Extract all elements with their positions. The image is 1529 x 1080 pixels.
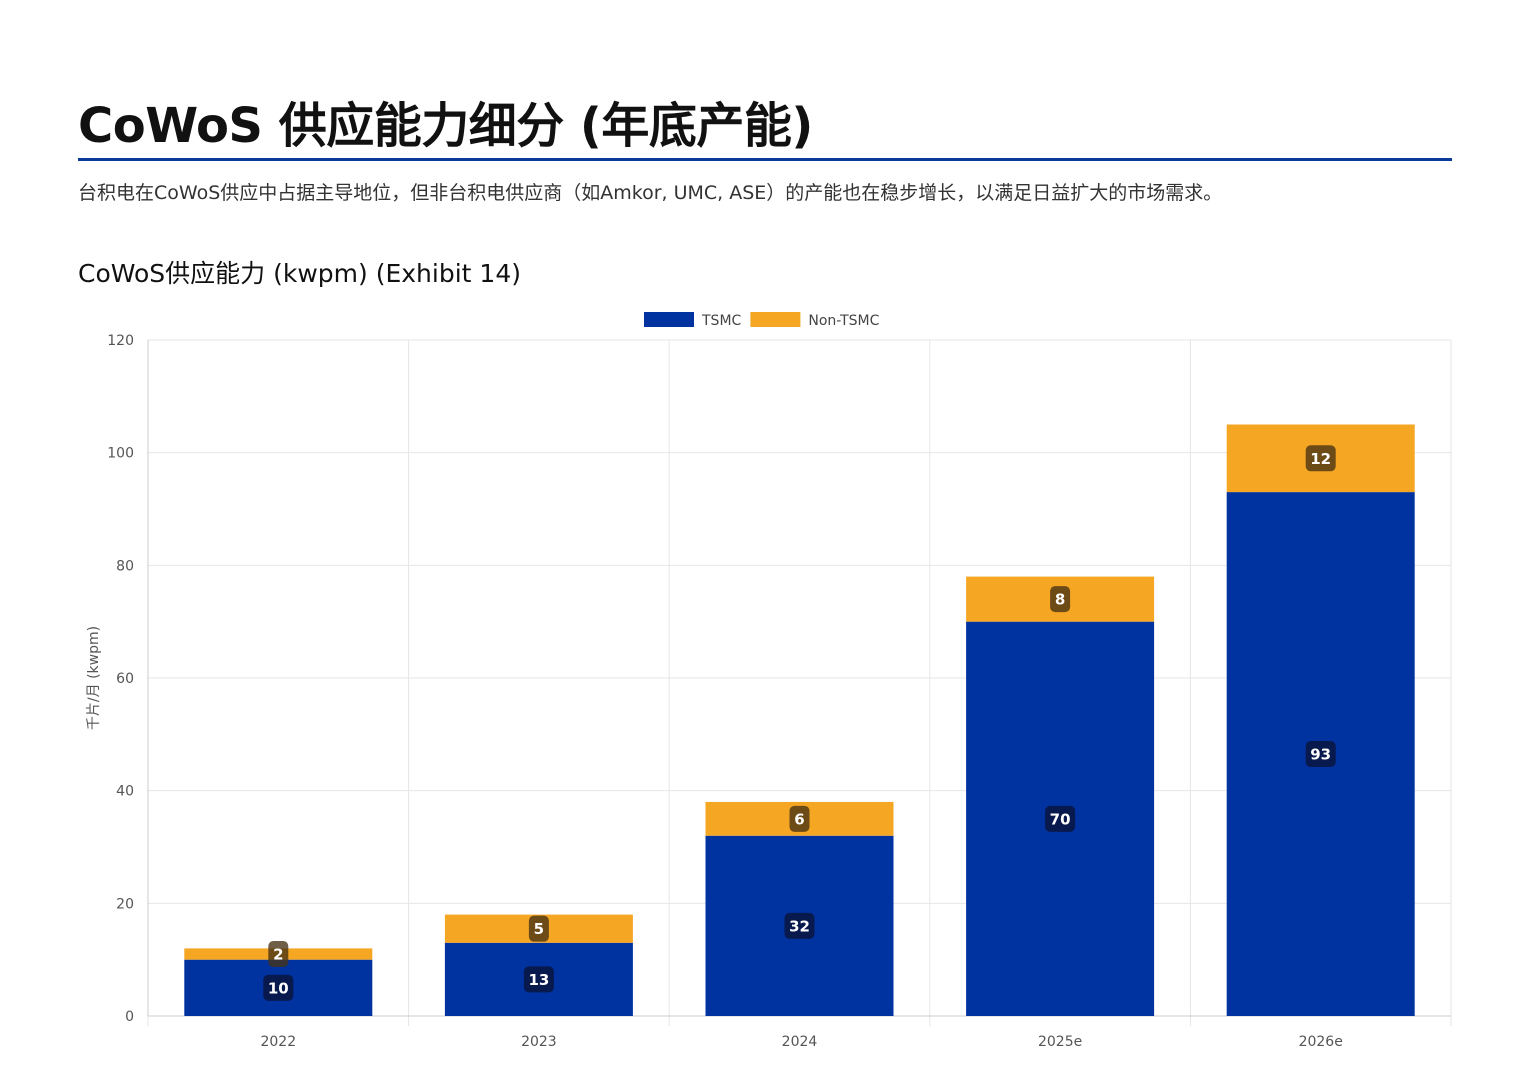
- stacked-bar-chart: 0 20 40 60 80 100 120 千片/月 (kwpm) 10 2 2022 13 5 2023…: [86, 312, 1452, 1050]
- data-label-bg: [1305, 445, 1336, 472]
- y-tick-label: 60: [116, 671, 134, 687]
- legend-swatch-tsmc[interactable]: [644, 312, 694, 327]
- data-label-bg: [523, 966, 554, 993]
- legend-label: Non-TSMC: [808, 313, 879, 329]
- title-divider: [78, 158, 1452, 161]
- data-label-bg: [784, 912, 815, 939]
- data-label-bg: [263, 974, 294, 1001]
- x-tick-label: 2025e: [1038, 1034, 1082, 1050]
- data-label-tsmc-2026e: 93: [1310, 746, 1331, 764]
- legend-swatch-non-tsmc[interactable]: [750, 312, 801, 327]
- x-tick-label: 2022: [260, 1034, 296, 1050]
- y-tick-label: 40: [116, 784, 134, 800]
- chart-title: CoWoS供应能力 (kwpm) (Exhibit 14): [78, 259, 521, 288]
- page-subtitle: 台积电在CoWoS供应中占据主导地位，但非台积电供应商（如Amkor, UMC,…: [78, 182, 1223, 204]
- data-label-tsmc-2024: 32: [789, 917, 810, 935]
- y-tick-label: 120: [107, 333, 134, 349]
- data-label-bg: [1045, 805, 1076, 832]
- page-title: CoWoS 供应能力细分 (年底产能): [78, 98, 813, 154]
- x-tick-label: 2026e: [1299, 1034, 1343, 1050]
- data-label-bg: [789, 805, 810, 832]
- data-label-non-tsmc-2024: 6: [794, 810, 804, 828]
- data-label-bg: [1305, 741, 1336, 768]
- data-label-non-tsmc-2023: 5: [534, 920, 544, 938]
- x-tick-label: 2024: [782, 1034, 818, 1050]
- data-label-bg: [268, 941, 289, 968]
- data-label-non-tsmc-2026e: 12: [1310, 450, 1331, 468]
- y-tick-label: 0: [125, 1009, 134, 1025]
- y-tick-label: 20: [116, 896, 134, 912]
- data-label-tsmc-2025e: 70: [1050, 810, 1071, 828]
- data-label-non-tsmc-2025e: 8: [1055, 591, 1065, 609]
- data-label-tsmc-2023: 13: [528, 971, 549, 989]
- x-tick-label: 2023: [521, 1034, 557, 1050]
- data-label-tsmc-2022: 10: [268, 979, 289, 997]
- y-tick-label: 80: [116, 558, 134, 574]
- y-tick-label: 100: [107, 446, 134, 462]
- y-axis-label: 千片/月 (kwpm): [86, 626, 102, 730]
- data-label-bg: [1050, 586, 1071, 613]
- data-label-bg: [528, 915, 549, 942]
- data-label-non-tsmc-2022: 2: [273, 946, 283, 964]
- legend-label: TSMC: [701, 313, 742, 329]
